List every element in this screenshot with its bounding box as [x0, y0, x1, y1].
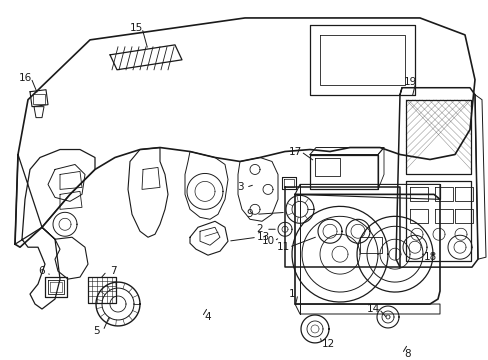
Text: 16: 16 — [19, 73, 32, 83]
Text: 5: 5 — [94, 326, 100, 336]
Text: 13: 13 — [256, 232, 269, 242]
Text: 10: 10 — [261, 236, 274, 246]
Text: 19: 19 — [403, 77, 416, 87]
Text: 7: 7 — [109, 266, 116, 276]
Text: 2: 2 — [256, 224, 263, 234]
Text: 1: 1 — [288, 289, 295, 299]
Text: 11: 11 — [276, 242, 289, 252]
Text: 12: 12 — [321, 339, 334, 349]
Text: 3: 3 — [236, 183, 243, 192]
Text: 15: 15 — [129, 23, 142, 33]
Text: 9: 9 — [246, 209, 253, 219]
Text: 8: 8 — [404, 349, 410, 359]
Text: 18: 18 — [423, 252, 436, 262]
Text: 4: 4 — [204, 312, 211, 322]
Text: 14: 14 — [366, 304, 379, 314]
Text: 6: 6 — [39, 266, 45, 276]
Text: 17: 17 — [288, 147, 301, 157]
